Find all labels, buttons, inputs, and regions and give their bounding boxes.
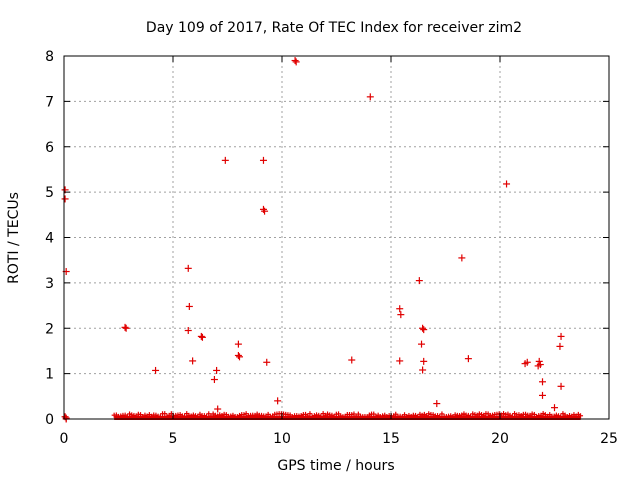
data-point	[234, 340, 242, 348]
x-tick-label: 0	[60, 431, 69, 447]
data-point	[539, 378, 547, 386]
data-point	[415, 277, 423, 285]
data-point	[210, 376, 218, 384]
data-point	[396, 305, 404, 313]
data-point	[213, 366, 221, 374]
chart-title: Day 109 of 2017, Rate Of TEC Index for r…	[146, 20, 522, 36]
x-tick-labels: 0 5 10 15 20 25	[60, 431, 618, 447]
baseline-cluster	[111, 411, 584, 420]
x-tick-label: 5	[169, 431, 178, 447]
y-tick-label: 0	[45, 412, 54, 428]
x-tick-label: 10	[273, 431, 291, 447]
data-point	[184, 264, 192, 272]
data-point	[122, 324, 130, 332]
data-point	[535, 357, 543, 365]
y-tick-labels: 0 1 2 3 4 5 6 7 8	[45, 49, 54, 428]
y-axis-label: ROTI / TECUs	[6, 192, 22, 284]
y-tick-label: 8	[45, 49, 54, 65]
data-point	[348, 356, 356, 364]
data-point	[396, 357, 404, 365]
data-point	[539, 391, 547, 399]
y-tick-label: 4	[45, 231, 54, 247]
data-point	[551, 404, 558, 412]
data-point	[261, 207, 269, 215]
data-point	[557, 332, 565, 340]
data-point	[274, 397, 282, 405]
data-point	[420, 326, 428, 334]
data-point	[152, 366, 160, 374]
axis-ticks	[63, 55, 610, 420]
data-point	[464, 355, 472, 363]
x-tick-label: 25	[600, 431, 618, 447]
y-tick-label: 7	[45, 94, 54, 110]
data-point	[198, 333, 206, 341]
baseline-band	[114, 415, 581, 420]
data-point	[61, 195, 69, 203]
data-point	[556, 342, 564, 350]
gridlines	[64, 56, 609, 419]
data-point	[263, 358, 271, 366]
y-tick-label: 5	[45, 185, 54, 201]
data-point	[185, 302, 193, 310]
data-point	[458, 254, 466, 262]
data-point	[503, 180, 511, 188]
data-point	[259, 205, 267, 213]
data-point	[234, 351, 242, 359]
data-point	[221, 156, 229, 164]
y-tick-label: 6	[45, 140, 54, 156]
data-point	[291, 57, 299, 65]
data-point	[189, 357, 197, 365]
data-point	[366, 93, 374, 101]
data-point	[397, 311, 405, 319]
data-point	[292, 58, 300, 66]
data-point	[121, 323, 129, 331]
data-point	[523, 358, 531, 366]
x-tick-label: 20	[491, 431, 509, 447]
data-point	[259, 156, 267, 164]
data-point	[433, 400, 441, 408]
data-point	[418, 340, 426, 348]
data-point	[557, 382, 565, 390]
data-point	[214, 405, 222, 413]
data-point	[419, 324, 427, 332]
data-point	[419, 366, 427, 374]
data-point	[184, 327, 192, 335]
x-tick-label: 15	[382, 431, 400, 447]
data-points	[61, 57, 565, 423]
y-tick-label: 3	[45, 276, 54, 292]
x-axis-label: GPS time / hours	[277, 458, 394, 474]
data-point	[536, 361, 544, 369]
data-point	[235, 353, 243, 361]
data-point	[197, 332, 205, 340]
data-point	[420, 357, 428, 365]
y-tick-label: 2	[45, 321, 54, 337]
y-tick-label: 1	[45, 367, 54, 383]
